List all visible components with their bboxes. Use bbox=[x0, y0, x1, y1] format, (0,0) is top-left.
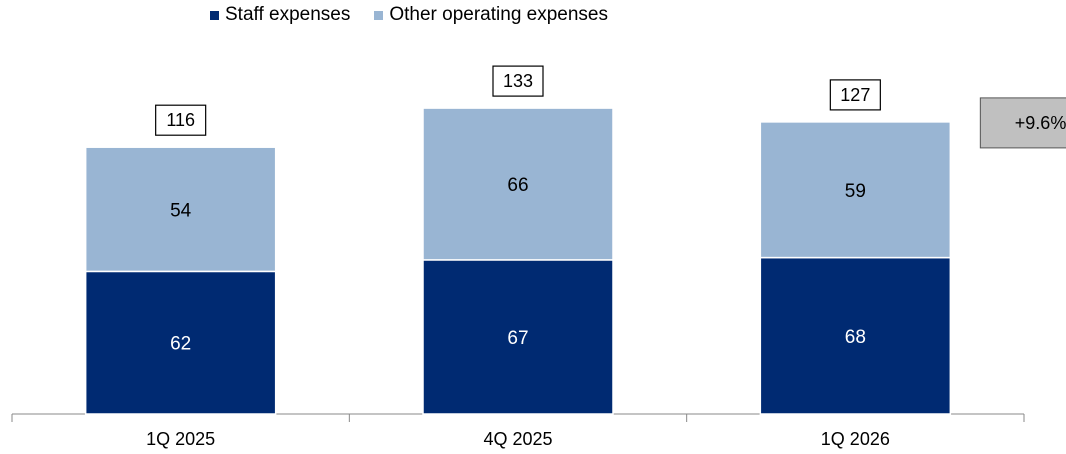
legend-item-staff-expenses: Staff expenses bbox=[210, 4, 350, 26]
legend-swatch-staff-expenses bbox=[210, 10, 219, 20]
total-label: 116 bbox=[166, 110, 195, 130]
total-label-box bbox=[492, 65, 544, 97]
chart-legend: Staff expenses Other operating expenses bbox=[210, 4, 608, 26]
x-axis-tick-label: 1Q 2025 bbox=[146, 429, 215, 449]
data-label-staff-expenses: 62 bbox=[170, 334, 191, 355]
x-axis-tick-label: 1Q 2026 bbox=[821, 429, 890, 449]
x-axis-tick-label: 4Q 2025 bbox=[483, 429, 552, 449]
total-label-box bbox=[829, 79, 881, 111]
legend-swatch-other-operating-expenses bbox=[374, 10, 384, 20]
total-label: 127 bbox=[840, 85, 870, 105]
bar-other-operating-expenses bbox=[422, 107, 614, 261]
data-label-staff-expenses: 67 bbox=[507, 328, 528, 349]
data-label-other-operating-expenses: 59 bbox=[845, 181, 866, 202]
legend-label-staff-expenses: Staff expenses bbox=[225, 4, 351, 25]
data-label-other-operating-expenses: 54 bbox=[170, 200, 192, 221]
total-label-box bbox=[155, 104, 207, 136]
bar-other-operating-expenses bbox=[759, 121, 952, 259]
data-label-staff-expenses: 68 bbox=[845, 327, 866, 348]
bar-other-operating-expenses bbox=[84, 146, 277, 273]
legend-label-other-operating-expenses: Other operating expenses bbox=[389, 4, 608, 25]
data-label-other-operating-expenses: 66 bbox=[507, 175, 528, 196]
bar-staff-expenses bbox=[84, 270, 277, 415]
bar-staff-expenses bbox=[422, 259, 614, 415]
total-label: 133 bbox=[503, 71, 533, 91]
legend-item-other-operating-expenses: Other operating expenses bbox=[374, 4, 608, 26]
change-annotation-box bbox=[979, 97, 1066, 149]
change-annotation-label: +9.6% bbox=[1015, 113, 1066, 133]
